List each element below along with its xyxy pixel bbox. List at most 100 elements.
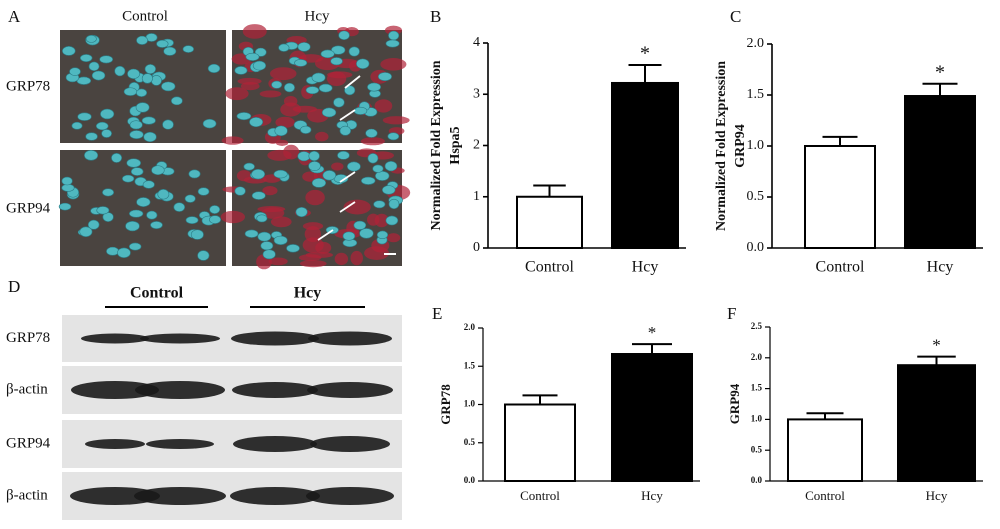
nucleus bbox=[84, 150, 99, 161]
nucleus bbox=[77, 112, 92, 121]
band bbox=[306, 487, 394, 505]
nucleus bbox=[337, 150, 350, 160]
nucleus bbox=[361, 176, 376, 185]
nucleus bbox=[367, 82, 381, 92]
nucleus bbox=[209, 205, 221, 214]
micrograph bbox=[60, 30, 226, 143]
arrow bbox=[339, 109, 356, 121]
stain bbox=[343, 199, 371, 215]
nucleus bbox=[102, 188, 115, 197]
nucleus bbox=[136, 197, 151, 207]
nucleus bbox=[234, 66, 248, 75]
nucleus bbox=[385, 215, 399, 226]
nucleus bbox=[146, 210, 158, 220]
arrow bbox=[339, 201, 356, 213]
nucleus bbox=[318, 83, 333, 93]
stain bbox=[225, 87, 249, 101]
band bbox=[232, 382, 318, 398]
x-tick-label: Control bbox=[525, 259, 574, 276]
band bbox=[81, 333, 149, 344]
nucleus bbox=[123, 87, 138, 96]
nucleus bbox=[331, 45, 346, 55]
nucleus bbox=[388, 30, 400, 41]
nucleus bbox=[188, 169, 201, 179]
nucleus bbox=[254, 47, 267, 57]
nucleus bbox=[376, 230, 389, 240]
y-tick-label: 1.5 bbox=[747, 87, 765, 102]
blot-row-label: GRP78 bbox=[6, 330, 50, 346]
band bbox=[146, 439, 214, 449]
stain bbox=[326, 71, 353, 79]
x-tick-label: Hcy bbox=[926, 488, 948, 503]
row-label: GRP94 bbox=[6, 200, 51, 216]
nucleus bbox=[348, 46, 360, 57]
band bbox=[233, 436, 317, 452]
nucleus bbox=[260, 241, 274, 251]
x-tick-label: Control bbox=[520, 488, 560, 503]
x-tick-label: Hcy bbox=[641, 488, 663, 503]
panel-label: A bbox=[8, 7, 21, 26]
nucleus bbox=[182, 45, 194, 53]
nucleus bbox=[342, 231, 356, 241]
nucleus bbox=[365, 128, 378, 138]
nucleus bbox=[173, 202, 186, 212]
nucleus bbox=[209, 215, 221, 224]
significance-mark: * bbox=[932, 335, 941, 354]
y-axis-label: Normalized Fold Expression bbox=[429, 60, 444, 230]
stain bbox=[268, 257, 288, 266]
stain bbox=[259, 90, 282, 98]
nucleus bbox=[330, 57, 343, 66]
nucleus bbox=[367, 153, 379, 164]
nucleus bbox=[249, 117, 264, 128]
nucleus bbox=[114, 65, 126, 77]
nucleus bbox=[388, 198, 400, 210]
stain bbox=[386, 233, 401, 243]
nucleus bbox=[100, 108, 115, 120]
y-tick-label: 1.5 bbox=[751, 383, 763, 393]
y-axis-label: GRP94 bbox=[727, 383, 742, 424]
nucleus bbox=[359, 228, 374, 239]
nucleus bbox=[184, 194, 196, 203]
y-tick-label: 1.0 bbox=[464, 399, 476, 409]
stain bbox=[380, 57, 407, 71]
nucleus bbox=[382, 185, 396, 195]
nucleus bbox=[262, 249, 276, 260]
band bbox=[310, 436, 390, 452]
nucleus bbox=[252, 60, 267, 71]
column-label: Hcy bbox=[305, 8, 330, 24]
stain bbox=[298, 254, 322, 262]
stain bbox=[360, 137, 385, 146]
nucleus bbox=[372, 164, 384, 173]
nucleus bbox=[251, 168, 266, 180]
nucleus bbox=[353, 106, 368, 115]
nucleus bbox=[207, 63, 221, 74]
stain bbox=[242, 24, 267, 39]
nucleus bbox=[295, 206, 308, 218]
nucleus bbox=[88, 61, 100, 72]
y-tick-label: 1.5 bbox=[464, 360, 476, 370]
nucleus bbox=[171, 96, 183, 106]
band bbox=[308, 331, 392, 346]
nucleus bbox=[283, 82, 295, 93]
nucleus bbox=[197, 250, 210, 261]
bar bbox=[804, 145, 876, 249]
stain bbox=[331, 162, 344, 171]
nucleus bbox=[96, 206, 110, 215]
bar bbox=[611, 81, 679, 249]
bar bbox=[897, 364, 976, 482]
nucleus bbox=[308, 150, 320, 162]
y-tick-label: 2.5 bbox=[751, 321, 763, 331]
x-tick-label: Hcy bbox=[632, 259, 659, 276]
panel-label: F bbox=[727, 304, 736, 323]
nucleus bbox=[243, 162, 255, 171]
significance-mark: * bbox=[648, 323, 657, 342]
nucleus bbox=[122, 174, 135, 183]
band bbox=[231, 331, 319, 346]
nucleus bbox=[163, 46, 177, 56]
nucleus bbox=[101, 129, 112, 138]
nucleus bbox=[387, 132, 400, 141]
stain bbox=[257, 206, 286, 213]
stain bbox=[334, 252, 349, 266]
stain bbox=[236, 170, 252, 182]
